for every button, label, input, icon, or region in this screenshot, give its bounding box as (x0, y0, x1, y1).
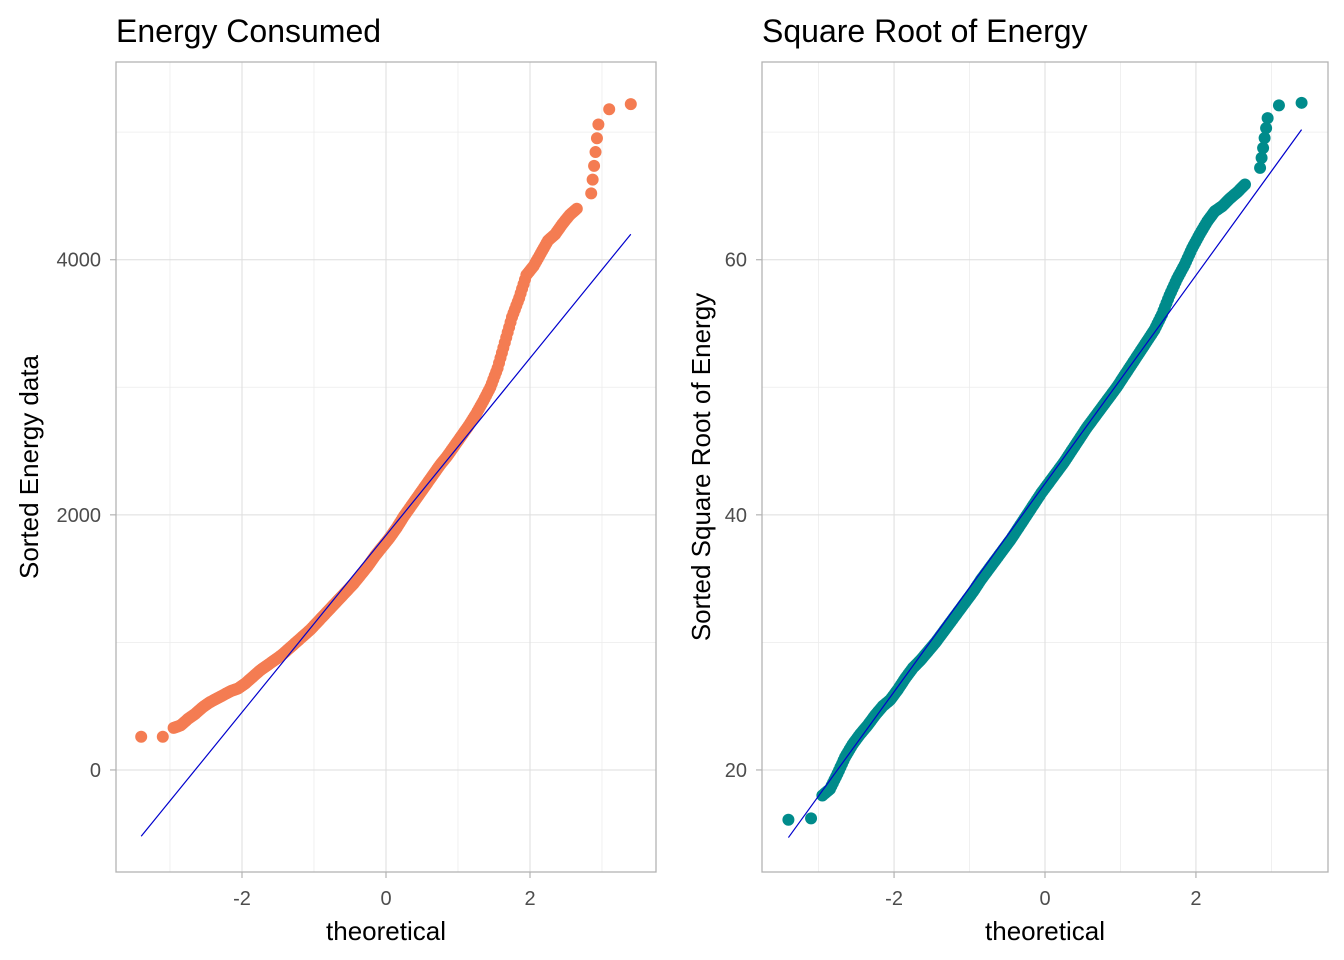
y-tick-label: 20 (725, 760, 747, 782)
data-point (588, 159, 601, 172)
chart-title: Energy Consumed (116, 13, 381, 49)
data-point (1257, 141, 1270, 154)
x-tick-label: 2 (524, 888, 535, 910)
panel-border (761, 61, 1329, 873)
panel-border (115, 61, 657, 873)
data-point (1295, 96, 1308, 109)
data-point (590, 132, 603, 145)
x-tick-label: -2 (885, 888, 903, 910)
x-tick-label: -2 (233, 888, 251, 910)
y-tick-label: 60 (725, 250, 747, 272)
data-point (805, 812, 818, 825)
y-tick-label: 4000 (57, 250, 102, 272)
data-point (570, 202, 583, 215)
x-tick-label: 2 (1190, 888, 1201, 910)
data-point (1258, 132, 1271, 145)
data-point (589, 146, 602, 159)
y-tick-label: 2000 (57, 505, 102, 527)
x-tick-label: 0 (380, 888, 391, 910)
data-point (624, 98, 637, 111)
data-point (135, 730, 148, 743)
y-tick-label: 0 (90, 760, 101, 782)
data-point (1238, 178, 1251, 191)
data-point (1254, 161, 1267, 174)
data-point (782, 813, 795, 826)
chart-panel-1: -2 0 2 0 2000 4000 Energy Consumed theoretical S… (14, 13, 657, 946)
x-axis-title: theoretical (326, 916, 446, 946)
x-axis-title: theoretical (985, 916, 1105, 946)
data-point (585, 187, 598, 200)
x-tick-label: 0 (1039, 888, 1050, 910)
reference-line (140, 233, 632, 837)
data-point (1272, 99, 1285, 112)
data-point (603, 103, 616, 116)
data-point (1260, 122, 1273, 135)
reference-line (787, 129, 1303, 838)
data-point (156, 730, 169, 743)
data-point (592, 118, 605, 131)
data-point (1255, 151, 1268, 164)
y-tick-label: 40 (725, 505, 747, 527)
y-axis-title: Sorted Square Root of Energy (686, 293, 716, 641)
y-axis-title: Sorted Energy data (14, 354, 44, 579)
chart-title: Square Root of Energy (762, 13, 1088, 49)
data-point (586, 173, 599, 186)
data-point (1261, 112, 1274, 125)
chart-panel-2: -2 0 2 20 40 60 Square Root of Energy theoretic… (686, 13, 1329, 946)
